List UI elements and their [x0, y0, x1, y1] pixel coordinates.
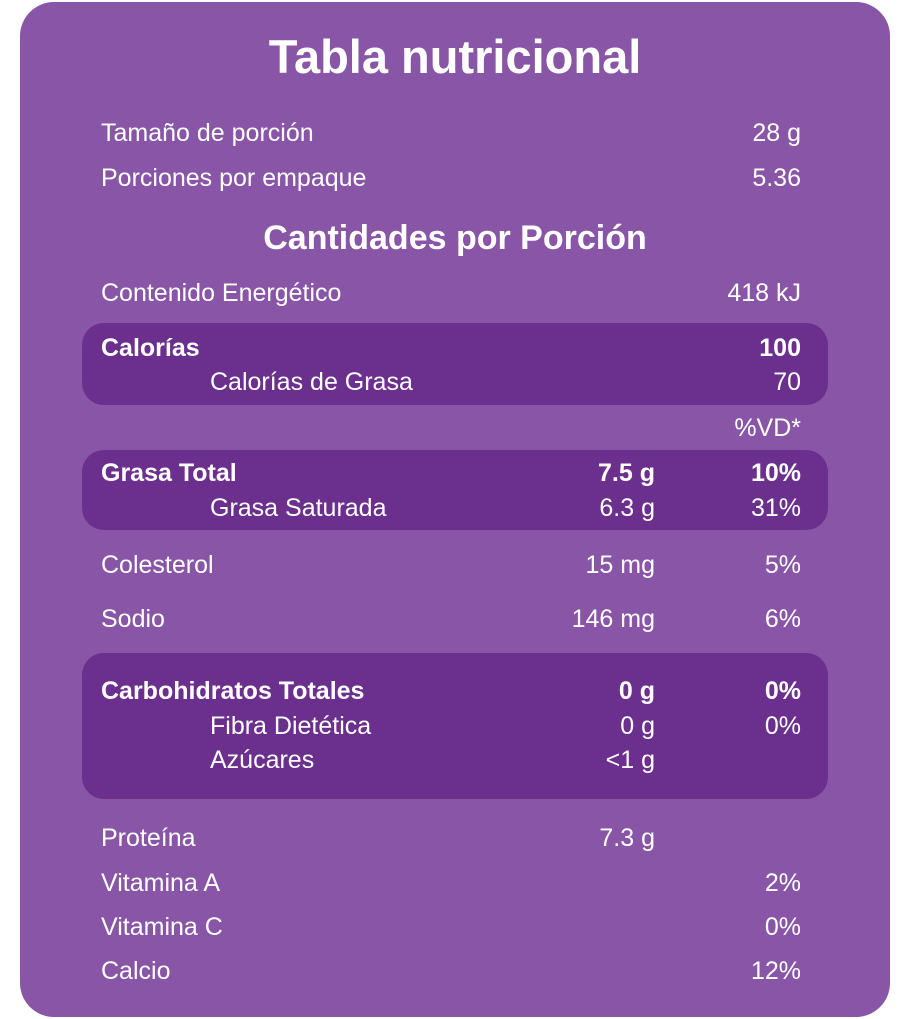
row-dv: 0% — [764, 712, 801, 740]
row-label: Calorías — [101, 334, 200, 362]
row-label: Vitamina C — [101, 913, 223, 941]
row-dv: 2% — [764, 869, 801, 897]
row-amount: 7.3 g — [599, 824, 655, 852]
row-label: Sodio — [101, 605, 165, 633]
row-dv: 12% — [750, 957, 801, 985]
row-value: 70 — [773, 368, 801, 396]
row-label: Tamaño de porción — [101, 119, 314, 147]
row-value: 418 kJ — [727, 279, 801, 307]
row-label: Calorías de Grasa — [210, 368, 413, 396]
row-label: Calcio — [101, 957, 171, 985]
row-label: Contenido Energético — [101, 279, 342, 307]
row-label: Proteína — [101, 824, 196, 852]
row-amount: 0 g — [618, 677, 655, 705]
row-label: Porciones por empaque — [101, 164, 367, 192]
row-label: Azúcares — [210, 746, 315, 774]
row-label: Grasa Total — [101, 459, 237, 487]
row-amount: <1 g — [605, 746, 655, 774]
row-value: 28 g — [752, 119, 801, 147]
row-value: 5.36 — [752, 164, 801, 192]
row-amount: 0 g — [620, 712, 655, 740]
row-amount: 146 mg — [571, 605, 655, 633]
row-amount: 7.5 g — [598, 459, 655, 487]
highlight-box — [82, 653, 828, 799]
row-dv: 5% — [764, 551, 801, 579]
title: Tabla nutricional — [268, 30, 642, 83]
row-label: Vitamina A — [101, 869, 221, 897]
section-title: Cantidades por Porción — [263, 219, 647, 257]
row-dv: 31% — [750, 494, 801, 522]
row-value: 100 — [759, 334, 801, 362]
row-label: Fibra Dietética — [210, 712, 372, 740]
row-amount: 15 mg — [585, 551, 655, 579]
row-dv: 0% — [764, 677, 801, 705]
row-label: Grasa Saturada — [210, 494, 387, 522]
row-amount: 6.3 g — [599, 494, 655, 522]
row-label: Carbohidratos Totales — [101, 677, 365, 705]
highlight-box — [82, 450, 828, 530]
row-label: Colesterol — [101, 551, 214, 579]
row-dv: 6% — [764, 605, 801, 633]
row-dv: 10% — [750, 459, 801, 487]
column-header: %VD* — [734, 414, 801, 442]
row-dv: 0% — [764, 913, 801, 941]
highlight-box — [82, 323, 828, 405]
